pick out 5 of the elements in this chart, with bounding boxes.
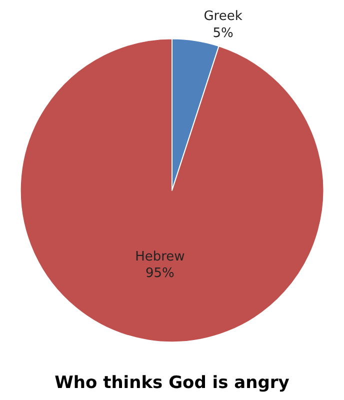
slice-label: Greek: [204, 9, 243, 24]
data-label: 5%: [212, 26, 234, 41]
text: Who thinks God is angry: [54, 373, 290, 393]
data-label: 95%: [146, 266, 174, 282]
slice-label: Hebrew: [135, 249, 186, 264]
